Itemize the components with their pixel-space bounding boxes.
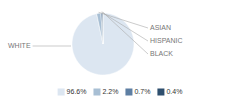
legend-label: 0.4% bbox=[166, 88, 182, 95]
slice-label: BLACK bbox=[150, 50, 173, 57]
legend-label: 96.6% bbox=[67, 88, 87, 95]
slice-label: HISPANIC bbox=[150, 37, 183, 44]
leader-line bbox=[103, 12, 148, 54]
legend-swatch bbox=[157, 89, 164, 96]
annotations: WHITE ASIAN HISPANIC BLACK bbox=[8, 12, 183, 57]
pie bbox=[72, 13, 134, 75]
legend-swatch bbox=[93, 89, 100, 96]
leader-line bbox=[33, 46, 71, 47]
legend-swatch bbox=[125, 89, 132, 96]
slice-label: ASIAN bbox=[150, 24, 171, 31]
pie-slice bbox=[97, 13, 103, 44]
legend-label: 0.7% bbox=[134, 88, 150, 95]
pie-slice bbox=[72, 13, 134, 75]
legend-label: 2.2% bbox=[102, 88, 118, 95]
legend: 96.6% 2.2% 0.7% 0.4% bbox=[58, 88, 183, 96]
legend-item: 2.2% bbox=[93, 88, 118, 96]
pie-slice bbox=[101, 13, 103, 44]
pie-slice bbox=[102, 13, 104, 44]
legend-swatch bbox=[58, 89, 65, 96]
chart: WHITE ASIAN HISPANIC BLACK 96.6% 2.2% 0.7% 0.4% bbox=[0, 0, 240, 100]
legend-item: 0.7% bbox=[125, 88, 150, 96]
slice-label: WHITE bbox=[8, 42, 31, 49]
legend-item: 0.4% bbox=[157, 88, 182, 96]
leader-line bbox=[101, 12, 148, 41]
legend-item: 96.6% bbox=[58, 88, 87, 96]
